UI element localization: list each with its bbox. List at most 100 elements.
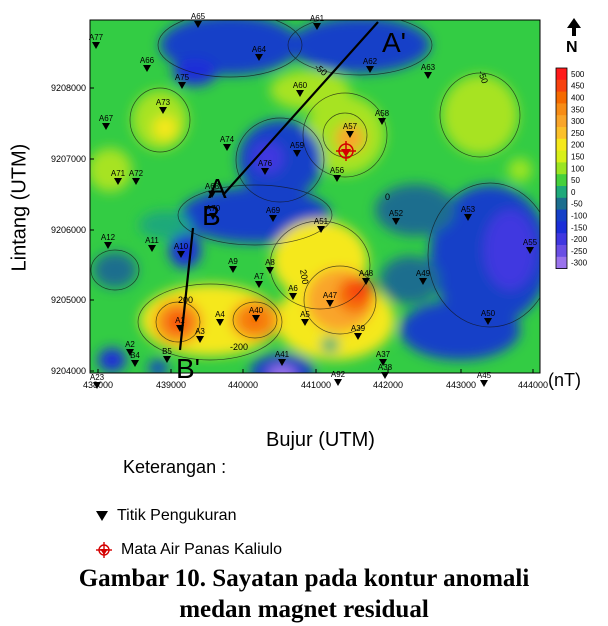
x-tick-label: 443000: [446, 380, 476, 390]
triangle-down-icon: [419, 278, 427, 285]
station-marker: A4: [215, 310, 225, 326]
triangle-down-icon: [163, 356, 171, 363]
station-label: A77: [89, 33, 104, 42]
station-marker: A74: [220, 135, 235, 151]
triangle-down-icon: [216, 319, 224, 326]
colorbar-unit: (nT): [548, 370, 581, 390]
triangle-down-icon: [176, 325, 184, 332]
station-marker: A65: [191, 12, 206, 28]
colorbar-label: 100: [571, 164, 585, 173]
station-label: A60: [293, 81, 308, 90]
colorbar-swatch: [556, 209, 567, 222]
station-label: A7: [254, 272, 264, 281]
colorbar-swatch: [556, 221, 567, 234]
triangle-down-icon: [178, 82, 186, 89]
station-marker: A51: [314, 217, 329, 233]
station-label: A92: [331, 370, 346, 379]
colorbar: 500450400350300250200150100500-50-100-15…: [555, 67, 588, 270]
contour-label: -50: [476, 69, 490, 85]
triangle-down-icon: [301, 319, 309, 326]
station-label: A8: [265, 258, 275, 267]
colorbar-label: -200: [571, 235, 588, 244]
station-marker: A9: [228, 257, 238, 273]
station-marker: A45: [477, 371, 492, 387]
station-marker: A57: [343, 122, 358, 138]
station-marker: A5: [300, 310, 310, 326]
station-label: A59: [290, 141, 305, 150]
station-marker: A72: [129, 169, 144, 185]
triangle-down-icon: [379, 359, 387, 366]
station-label: A5: [300, 310, 310, 319]
triangle-down-icon: [255, 281, 263, 288]
station-label: A23: [90, 373, 105, 382]
y-tick-label: 9207000: [51, 154, 86, 164]
station-marker: A56: [330, 166, 345, 182]
triangle-down-icon: [333, 175, 341, 182]
station-marker: B5: [162, 347, 172, 363]
station-label: A12: [101, 233, 116, 242]
north-arrow-icon: [567, 18, 581, 36]
station-label: A11: [145, 236, 159, 245]
station-marker: A37: [376, 350, 391, 366]
triangle-down-icon: [126, 349, 134, 356]
triangle-down-icon: [148, 245, 156, 252]
station-marker: A52: [389, 209, 404, 225]
triangle-down-icon: [278, 359, 286, 366]
station-marker: A73: [156, 98, 171, 114]
triangle-down-icon: [93, 382, 101, 389]
colorbar-label: 250: [571, 129, 585, 138]
contour-label: 200: [298, 269, 310, 286]
station-marker: A64: [252, 45, 267, 61]
station-marker: A67: [99, 114, 114, 130]
station-marker: A47: [323, 291, 338, 307]
contour-label: -200: [230, 342, 248, 352]
station-label: A75: [175, 73, 190, 82]
triangle-down-icon: [464, 214, 472, 221]
triangle-down-icon: [424, 72, 432, 79]
station-marker: A76: [258, 159, 273, 175]
station-label: A41: [275, 350, 290, 359]
colorbar-swatch: [556, 138, 567, 151]
triangle-down-icon: [131, 360, 139, 367]
x-tick-label: 444000: [518, 380, 548, 390]
triangle-down-icon: [102, 123, 110, 130]
y-tick-label: 9204000: [51, 366, 86, 376]
station-label: A45: [477, 371, 492, 380]
colorbar-label: 450: [571, 82, 585, 91]
station-marker: A10: [174, 242, 189, 258]
legend-item-station: Titik Pengukuran: [95, 507, 236, 525]
triangle-down-icon: [159, 107, 167, 114]
y-tick-label: 9206000: [51, 225, 86, 235]
triangle-down-icon: [484, 318, 492, 325]
legend-title: Keterangan :: [123, 457, 227, 477]
station-marker: A12: [101, 233, 116, 249]
station-marker: A1: [175, 316, 185, 332]
triangle-down-icon: [208, 191, 216, 198]
triangle-down-icon: [392, 218, 400, 225]
colorbar-swatch: [556, 197, 567, 210]
x-tick-label: 442000: [373, 380, 403, 390]
section-label-b-prime: B': [176, 353, 200, 384]
triangle-down-icon: [480, 380, 488, 387]
station-label: A61: [310, 14, 325, 23]
station-marker: A61: [310, 14, 325, 30]
station-marker: A75: [175, 73, 190, 89]
station-label: A49: [416, 269, 431, 278]
station-marker: A41: [275, 350, 290, 366]
station-marker: A50: [481, 309, 496, 325]
triangle-down-icon: [143, 65, 151, 72]
colorbar-label: -150: [571, 223, 588, 232]
x-tick-label: 440000: [228, 380, 258, 390]
map-figure: 4380004390004400004410004420004430004440…: [51, 12, 588, 390]
station-marker: A48: [359, 269, 374, 285]
contour-label: 0: [385, 192, 390, 202]
station-label: A55: [523, 238, 538, 247]
station-label: A69: [266, 206, 281, 215]
x-tick-label: 441000: [301, 380, 331, 390]
station-label: A3: [195, 327, 205, 336]
station-label: A2: [125, 340, 135, 349]
colorbar-swatch: [556, 150, 567, 163]
figure-caption-line-1: Gambar 10. Sayatan pada kontur anomali: [78, 565, 530, 592]
station-label: A68: [205, 182, 220, 191]
